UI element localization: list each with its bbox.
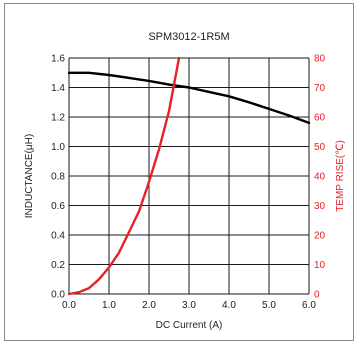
y-right-tick-label: 60 (314, 113, 326, 124)
x-tick-label: 4.0 (222, 300, 236, 311)
y-left-tick-label: 0.2 (51, 260, 65, 271)
y-left-tick-label: 0.8 (51, 172, 65, 183)
y-axis-left-label: INDUCTANCE(μH) (24, 134, 35, 218)
y-right-tick-label: 50 (314, 142, 326, 153)
x-tick-label: 5.0 (262, 300, 276, 311)
y-right-tick-label: 70 (314, 83, 326, 94)
x-tick-label: 1.0 (102, 300, 116, 311)
y-left-tick-label: 0.6 (51, 201, 65, 212)
y-left-tick-label: 1.4 (51, 83, 65, 94)
y-right-tick-label: 20 (314, 231, 326, 242)
x-tick-label: 3.0 (182, 300, 196, 311)
inductance-series-line (67, 71, 311, 125)
y-right-tick-label: 0 (314, 290, 320, 301)
x-tick-label: 6.0 (302, 300, 316, 311)
y-left-tick-label: 1.0 (51, 142, 65, 153)
inductance-temp-chart: 0.0 1.0 2.0 3.0 4.0 5.0 6.0 0.0 0.2 0.4 0.6 0.8 1.0 1… (24, 31, 346, 331)
y-left-tick-label: 0.4 (51, 231, 65, 242)
y-axis-right-label: TEMP RISE(℃) (335, 140, 346, 212)
temp-rise-series-line (67, 56, 181, 296)
y-left-tick-label: 1.6 (51, 54, 65, 65)
y-right-tick-label: 80 (314, 54, 326, 65)
x-tick-label: 0.0 (62, 300, 76, 311)
y-left-tick-label: 1.2 (51, 113, 65, 124)
y-right-tick-label: 10 (314, 260, 326, 271)
y-right-tick-label: 30 (314, 201, 326, 212)
x-axis-label: DC Current (A) (156, 320, 223, 331)
x-tick-label: 2.0 (142, 300, 156, 311)
chart-frame: 0.0 1.0 2.0 3.0 4.0 5.0 6.0 0.0 0.2 0.4 0.6 0.8 1.0 1… (4, 3, 354, 341)
y-right-tick-label: 40 (314, 172, 326, 183)
chart-title: SPM3012-1R5M (148, 31, 229, 43)
y-left-tick-label: 0.0 (51, 290, 65, 301)
